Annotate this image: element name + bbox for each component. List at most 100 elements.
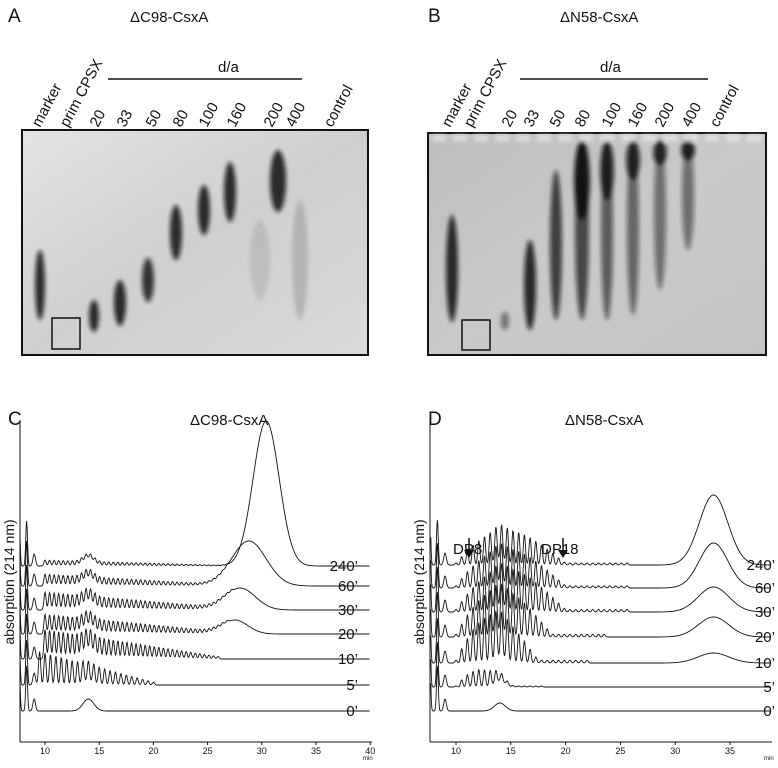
- well: [453, 135, 467, 141]
- arrow-head: [558, 550, 568, 558]
- well: [516, 135, 530, 141]
- trace-label: 60’: [338, 578, 358, 595]
- band: [292, 200, 308, 320]
- panel-label: D: [428, 409, 442, 430]
- band: [35, 250, 45, 320]
- lane-label: 20: [87, 107, 110, 130]
- x-tick-label: 40: [365, 746, 375, 756]
- band: [627, 140, 639, 315]
- lane-label: 160: [224, 100, 251, 130]
- band: [250, 220, 270, 300]
- x-tick-label: 30: [670, 746, 680, 756]
- trace-label: 10’: [338, 651, 358, 668]
- lane-label: 100: [196, 100, 223, 130]
- lane-label: 50: [143, 107, 166, 130]
- x-tick-label: 20: [561, 746, 571, 756]
- band: [600, 140, 614, 200]
- x-unit: min: [363, 756, 373, 762]
- band: [142, 258, 154, 302]
- x-tick-label: 35: [725, 746, 735, 756]
- annotation: DP18: [541, 541, 579, 558]
- trace-label: 20’: [338, 626, 358, 643]
- y-axis-label: absorption (214 nm): [1, 519, 17, 644]
- trace: [19, 613, 370, 660]
- well: [579, 135, 593, 141]
- panel-title: ΔC98-CsxA: [190, 412, 268, 429]
- gel: [21, 129, 369, 356]
- well: [705, 135, 719, 141]
- trace-label: 240’: [330, 558, 358, 575]
- trace: [430, 666, 770, 712]
- trace: [19, 420, 370, 567]
- lane-label: 200: [261, 100, 288, 130]
- well: [600, 135, 614, 141]
- band: [524, 240, 536, 330]
- trace-label: 5’: [763, 679, 775, 696]
- band: [224, 162, 236, 222]
- band: [114, 280, 126, 326]
- band: [682, 140, 694, 250]
- lane-label: 20: [499, 107, 522, 130]
- band: [170, 205, 182, 260]
- trace: [19, 588, 370, 635]
- x-tick-label: 25: [615, 746, 625, 756]
- group-label: d/a: [218, 59, 240, 76]
- lane-label: 160: [625, 100, 652, 130]
- trace-label: 5’: [346, 677, 358, 694]
- x-tick-label: 35: [311, 746, 321, 756]
- panel-label: B: [428, 6, 441, 27]
- trace-label: 20’: [755, 629, 775, 646]
- trace: [430, 542, 770, 589]
- well: [684, 135, 698, 141]
- panel-title: ΔN58-CsxA: [560, 9, 638, 26]
- trace-label: 0’: [763, 703, 775, 720]
- annotation: DP8: [453, 541, 482, 558]
- panel-label: A: [8, 6, 21, 27]
- trace-label: 0’: [346, 703, 358, 720]
- band: [446, 215, 458, 322]
- well: [747, 135, 761, 141]
- well: [726, 135, 740, 141]
- lane-label: 400: [283, 100, 310, 130]
- x-tick-label: 25: [203, 746, 213, 756]
- band: [198, 185, 210, 235]
- band: [270, 150, 286, 212]
- x-tick-label: 10: [451, 746, 461, 756]
- trace-label: 10’: [755, 655, 775, 672]
- lane-label: 50: [547, 107, 570, 130]
- panel-title: ΔC98-CsxA: [130, 9, 208, 26]
- well: [432, 135, 446, 141]
- lane-label: 200: [652, 100, 679, 130]
- band: [653, 140, 667, 165]
- well: [495, 135, 509, 141]
- lane-label: 33: [114, 107, 137, 130]
- lane-label: 80: [170, 107, 193, 130]
- band: [574, 140, 590, 220]
- trace: [430, 562, 770, 613]
- well: [621, 135, 635, 141]
- band: [681, 140, 695, 160]
- y-axis-label: absorption (214 nm): [411, 519, 427, 644]
- trace: [19, 665, 370, 712]
- group-label: d/a: [600, 59, 622, 76]
- trace: [430, 494, 770, 566]
- well: [663, 135, 677, 141]
- box: [51, 317, 81, 350]
- band: [550, 170, 562, 320]
- x-tick-label: 20: [148, 746, 158, 756]
- well: [558, 135, 572, 141]
- lane-label: control: [321, 82, 357, 130]
- gel: [427, 132, 767, 356]
- lane-label: control: [707, 82, 743, 130]
- lane-label: 80: [572, 107, 595, 130]
- x-tick-label: 15: [506, 746, 516, 756]
- trace-label: 240’: [747, 557, 775, 574]
- trace: [430, 610, 770, 664]
- x-tick-label: 10: [40, 746, 50, 756]
- band: [654, 140, 666, 290]
- band: [501, 312, 509, 330]
- trace: [430, 642, 770, 688]
- x-tick-label: 30: [257, 746, 267, 756]
- band: [89, 300, 99, 332]
